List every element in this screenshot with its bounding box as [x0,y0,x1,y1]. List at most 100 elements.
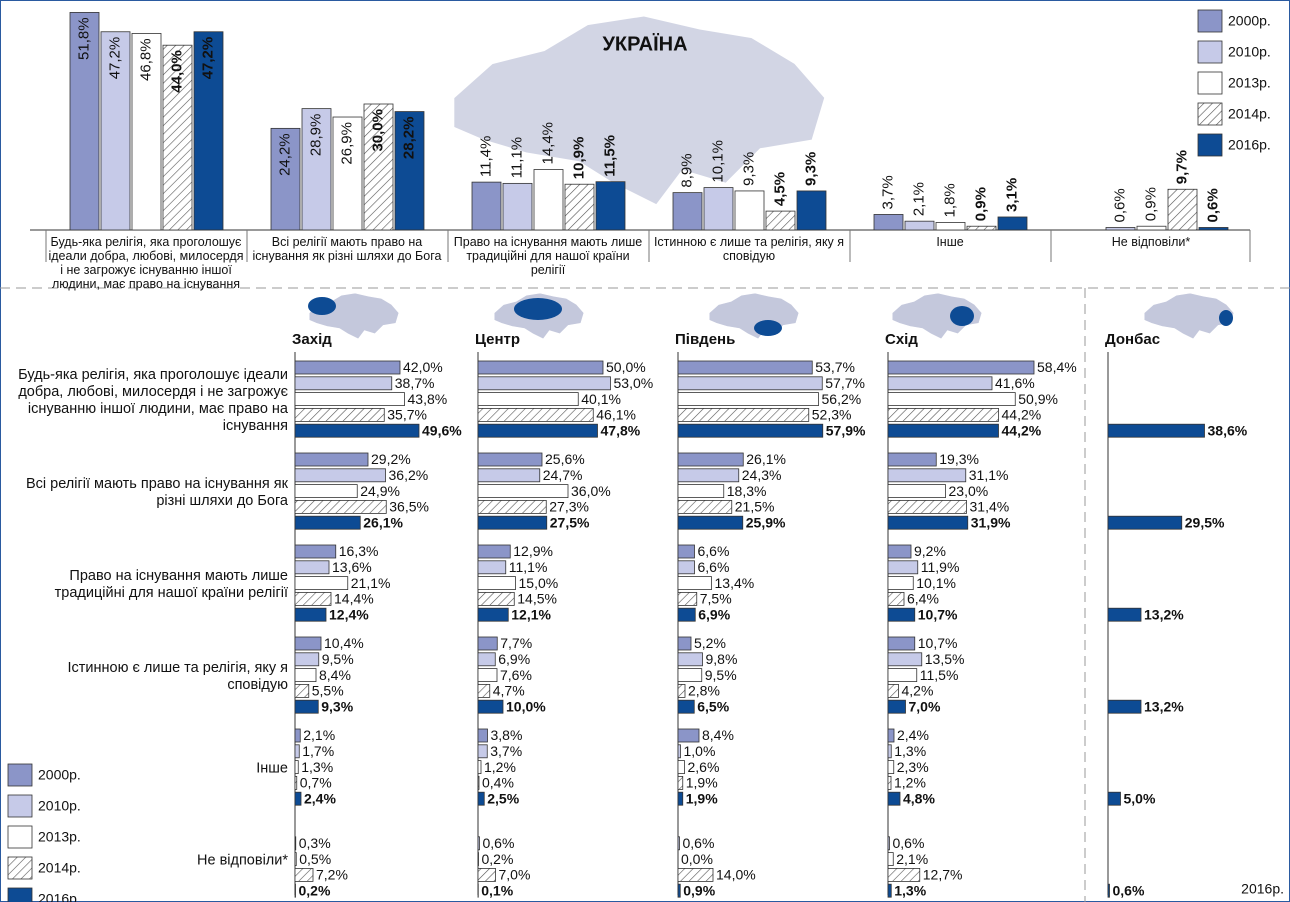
value-label: 9,3% [802,152,819,186]
value-label: 6,9% [698,606,730,622]
panel-title: Південь [675,331,735,348]
legend-label: 2010р. [1228,44,1271,60]
legend-swatch [7,825,33,849]
value-label: 12,7% [923,867,963,883]
value-label: 14,0% [716,867,756,883]
bar [477,376,611,391]
bar [887,515,969,530]
bar [294,484,358,499]
value-label: 2,1% [910,182,927,216]
bar [595,181,626,231]
value-label: 0,9% [972,187,989,221]
value-label: 12,4% [329,606,369,622]
value-label: 21,1% [351,575,391,591]
bar [887,452,937,467]
category-label: Будь-яка релігія, яка проголошує ідеали … [48,235,244,291]
bar [477,592,515,606]
bar [765,210,796,231]
bar [477,668,498,682]
bar [294,423,420,438]
bar [131,33,162,231]
value-label: 36,5% [389,499,429,515]
bar [677,392,819,407]
bar [477,576,516,590]
value-label: 11,5% [920,667,959,683]
bar [294,360,401,375]
bar [477,684,491,698]
category-label: Будь-яка релігія, яка проголошує ідеали … [18,367,288,434]
bar [477,744,488,759]
value-label: 47,2% [199,37,216,80]
bar [477,423,598,438]
bar [294,515,361,530]
bar [887,360,1035,375]
bar [677,699,695,714]
value-label: 5,0% [1124,790,1156,806]
bar [294,852,297,866]
value-label: 6,5% [697,698,729,714]
bar [294,760,299,774]
value-label: 2,4% [304,790,336,806]
value-label: 0,6% [1204,188,1221,222]
value-label: 10,4% [324,635,364,651]
category-label: Право на існування мають лише традиційні… [54,568,288,601]
value-label: 16,3% [339,543,379,559]
value-label: 8,4% [702,727,734,743]
legend-swatch [1197,102,1223,126]
value-label: 11,1% [509,559,548,575]
value-label: 1,2% [894,775,926,791]
bar [477,544,511,559]
bar [677,684,686,698]
bar [677,499,733,514]
bar [796,190,827,231]
bar [100,31,131,231]
value-label: 8,9% [678,153,695,187]
value-label: 2,1% [303,727,335,743]
bar [887,883,892,898]
value-label: 13,2% [1144,698,1184,714]
value-label: 26,1% [746,451,786,467]
bar [1167,188,1198,231]
legend-swatch [7,856,33,880]
legend-label: 2016р. [38,891,81,902]
bar [477,607,509,622]
bar [734,190,765,231]
bar [294,452,369,467]
value-label: 4,2% [902,683,934,699]
value-label: 11,5% [601,135,618,177]
value-label: 2,1% [896,851,928,867]
bar [887,592,905,606]
value-label: 24,3% [742,467,782,483]
bar [677,468,740,483]
value-label: 35,7% [387,407,427,423]
bar [677,868,714,882]
value-label: 58,4% [1037,359,1077,375]
legend-label: 2010р. [38,798,81,814]
bar [677,560,695,575]
bar [887,376,993,391]
value-label: 0,6% [483,835,515,851]
panel-title: Центр [475,331,520,348]
value-label: 53,0% [614,375,654,391]
bar [677,576,712,590]
value-label: 11,4% [477,136,494,177]
value-label: 46,8% [137,38,154,81]
value-label: 11,1% [508,137,525,178]
value-label: 23,0% [949,483,989,499]
value-label: 51,8% [75,17,92,60]
value-label: 14,4% [539,122,556,165]
bar [1107,515,1183,530]
value-label: 0,0% [681,851,713,867]
bar [294,744,300,759]
value-label: 9,3% [321,698,353,714]
value-label: 42,0% [403,359,443,375]
bar [162,44,193,231]
bar [677,883,681,898]
value-label: 44,2% [1002,422,1042,438]
bar [677,515,744,530]
value-label: 9,2% [914,543,946,559]
value-label: 50,0% [606,359,646,375]
value-label: 36,0% [571,483,611,499]
value-label: 21,5% [735,499,775,515]
bar [477,360,604,375]
